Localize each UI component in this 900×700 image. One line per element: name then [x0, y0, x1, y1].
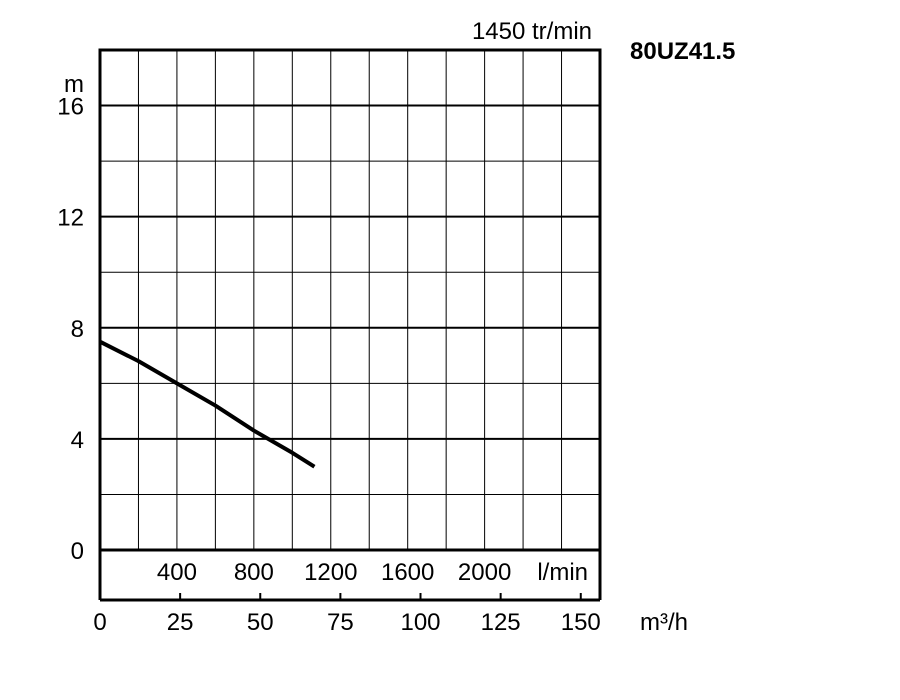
y-tick-label: 8: [71, 316, 84, 343]
chart-grid: [100, 50, 600, 550]
plot-border: [98, 48, 602, 552]
x-axis-ticks-lmin: 400 800 1200 1600 2000: [157, 559, 511, 586]
x-tick-label-m3h: 150: [561, 609, 601, 636]
y-tick-label: 12: [57, 205, 84, 232]
x-tick-label-lmin: 1200: [304, 559, 357, 586]
x-axis-unit-m3h: m³/h: [640, 609, 688, 636]
pump-curve-line: [99, 339, 316, 469]
x-tick-label-lmin: 2000: [458, 559, 511, 586]
y-tick-label: 16: [57, 94, 84, 121]
chart-frame: [98, 48, 602, 602]
curve-layer: [99, 339, 316, 469]
x-tick-label-m3h: 0: [93, 609, 106, 636]
x-tick-label-lmin: 400: [157, 559, 197, 586]
x-tick-label-m3h: 50: [247, 609, 274, 636]
x-tick-label-m3h: 125: [481, 609, 521, 636]
y-axis-label: m: [64, 71, 84, 98]
model-label: 80UZ41.5: [630, 38, 735, 65]
x-tick-label-m3h: 75: [327, 609, 354, 636]
x-tick-label-m3h: 100: [400, 609, 440, 636]
y-tick-label: 0: [71, 538, 84, 565]
x-tick-label-lmin: 1600: [381, 559, 434, 586]
y-tick-label: 4: [71, 427, 84, 454]
x-tick-label-m3h: 25: [167, 609, 194, 636]
x-axis-ticks-m3h: 0 25 50 75 100 125 150: [93, 593, 601, 636]
y-axis-ticks: 0 4 8 12 16: [57, 94, 84, 565]
x-tick-label-lmin: 800: [234, 559, 274, 586]
x-axis-unit-lmin: l/min: [537, 559, 588, 586]
chart-title: 1450 tr/min: [472, 18, 592, 45]
